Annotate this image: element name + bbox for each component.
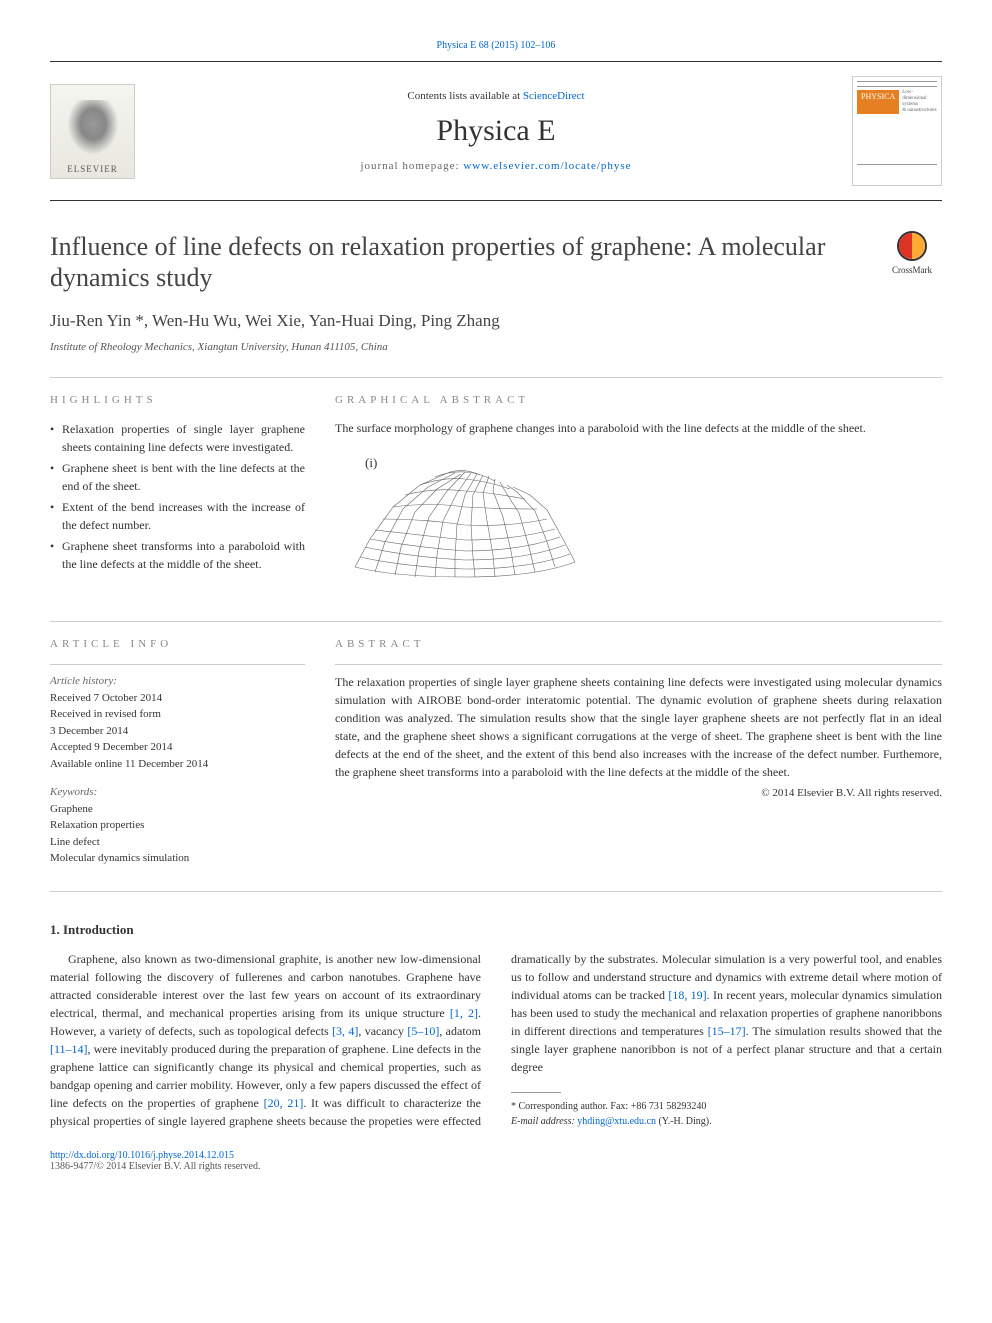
highlights-list: Relaxation properties of single layer gr…: [50, 420, 305, 573]
cover-label: PHYSICA: [857, 90, 899, 114]
footnote-rule: [511, 1092, 561, 1093]
abstract-label: abstract: [335, 638, 942, 650]
ref-link[interactable]: [18, 19]: [668, 988, 706, 1002]
elsevier-text: ELSEVIER: [67, 164, 118, 174]
article-history: Article history: Received 7 October 2014…: [50, 673, 305, 772]
ref-link[interactable]: [3, 4]: [332, 1024, 358, 1038]
issn-copyright: 1386-9477/© 2014 Elsevier B.V. All right…: [50, 1161, 942, 1172]
ref-link[interactable]: [1, 2]: [450, 1006, 478, 1020]
crossmark-label: CrossMark: [892, 265, 932, 275]
email-link[interactable]: yhding@xtu.edu.cn: [577, 1116, 656, 1127]
crossmark-badge[interactable]: CrossMark: [882, 231, 942, 275]
divider-2: [50, 621, 942, 622]
graphical-abstract-label: GRAPHICAL ABSTRACT: [335, 394, 942, 406]
header-bottom-rule: [50, 200, 942, 201]
highlight-item: Graphene sheet transforms into a parabol…: [50, 537, 305, 573]
doi-link[interactable]: http://dx.doi.org/10.1016/j.physe.2014.1…: [50, 1150, 942, 1161]
body-text: Graphene, also known as two-dimensional …: [50, 950, 942, 1130]
homepage-link[interactable]: www.elsevier.com/locate/physe: [463, 160, 631, 172]
elsevier-tree-icon: [63, 100, 123, 160]
ref-link[interactable]: [11–14]: [50, 1042, 88, 1056]
graphical-caption: The surface morphology of graphene chang…: [335, 420, 942, 437]
abstract-copyright: © 2014 Elsevier B.V. All rights reserved…: [335, 787, 942, 799]
crossmark-icon: [897, 231, 927, 261]
contents-line: Contents lists available at ScienceDirec…: [140, 90, 852, 102]
ref-link[interactable]: [15–17]: [708, 1024, 746, 1038]
article-info-label: article info: [50, 638, 305, 650]
sciencedirect-link[interactable]: ScienceDirect: [523, 90, 585, 102]
figure-label: (i): [365, 455, 377, 471]
keywords-block: Keywords: Graphene Relaxation properties…: [50, 784, 305, 867]
authors-line: Jiu-Ren Yin *, Wen-Hu Wu, Wei Xie, Yan-H…: [50, 311, 942, 331]
highlight-item: Graphene sheet is bent with the line def…: [50, 459, 305, 495]
highlight-item: Extent of the bend increases with the in…: [50, 498, 305, 534]
highlight-item: Relaxation properties of single layer gr…: [50, 420, 305, 456]
journal-header: ELSEVIER Contents lists available at Sci…: [50, 66, 942, 196]
journal-title: Physica E: [140, 114, 852, 148]
abstract-rule: [335, 664, 942, 665]
journal-cover-thumb: PHYSICA Low-dimensional systems& nanostr…: [852, 76, 942, 186]
article-title: Influence of line defects on relaxation …: [50, 231, 882, 293]
divider-3: [50, 891, 942, 892]
highlights-label: HIGHLIGHTS: [50, 394, 305, 406]
top-rule: [50, 61, 942, 62]
homepage-line: journal homepage: www.elsevier.com/locat…: [140, 160, 852, 172]
abstract-text: The relaxation properties of single laye…: [335, 673, 942, 781]
publisher-logo-box: ELSEVIER: [50, 84, 140, 179]
citation-link[interactable]: Physica E 68 (2015) 102–106: [437, 40, 556, 51]
info-rule: [50, 664, 305, 665]
elsevier-logo[interactable]: ELSEVIER: [50, 84, 135, 179]
section-1-heading: 1. Introduction: [50, 922, 942, 938]
journal-citation: Physica E 68 (2015) 102–106: [50, 40, 942, 51]
ref-link[interactable]: [20, 21]: [264, 1096, 304, 1110]
ref-link[interactable]: [5–10]: [407, 1024, 439, 1038]
corresponding-author: * Corresponding author. Fax: +86 731 582…: [511, 1099, 942, 1114]
email-line: E-mail address: yhding@xtu.edu.cn (Y.-H.…: [511, 1114, 942, 1129]
affiliation: Institute of Rheology Mechanics, Xiangta…: [50, 341, 942, 353]
divider-1: [50, 377, 942, 378]
graphical-figure: (i): [335, 447, 595, 597]
